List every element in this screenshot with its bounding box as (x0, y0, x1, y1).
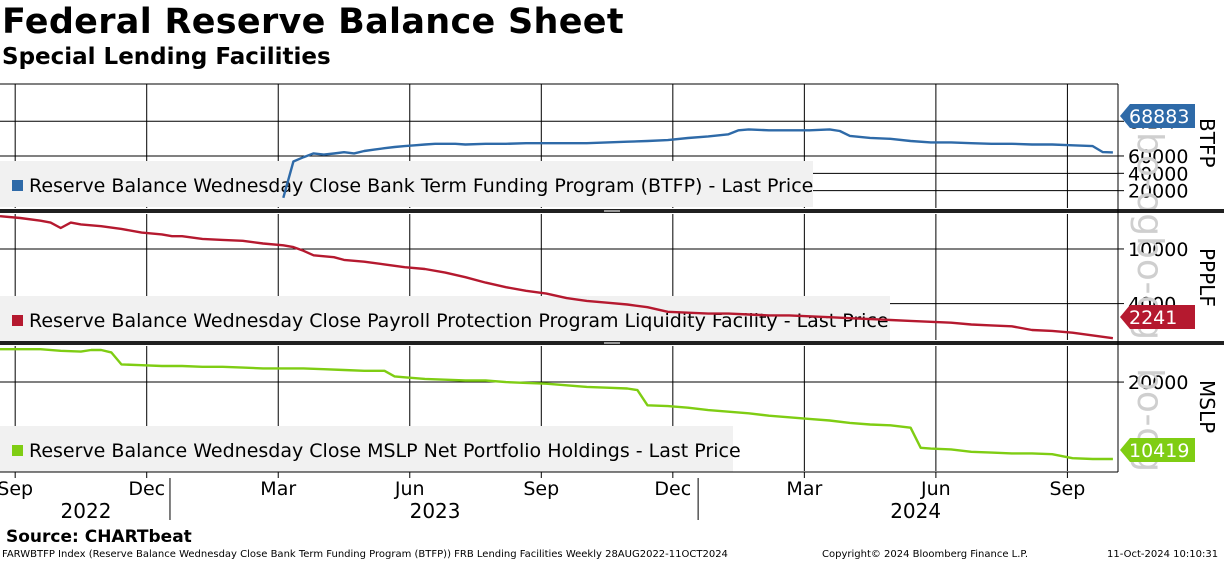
last-price-value: 68883 (1129, 106, 1189, 128)
legend-swatch (12, 180, 23, 191)
splitter-handle (604, 210, 620, 212)
ytick-label: 20000 (1128, 372, 1188, 394)
last-price-value: 2241 (1129, 307, 1177, 329)
year-label: 2023 (410, 499, 461, 520)
legend-swatch (12, 315, 23, 326)
ytick-label: 40000 (1128, 163, 1188, 185)
xtick-label: Dec (128, 478, 165, 500)
last-price-badge (1120, 438, 1195, 462)
source-label: Source: CHARTbeat (6, 527, 192, 547)
footer-timestamp: 11-Oct-2024 10:10:31 (1107, 549, 1219, 560)
series-line-ppplf (0, 215, 1114, 340)
panel-name-label: PPPLF (1195, 248, 1219, 307)
year-label: 2022 (61, 499, 112, 520)
panel-name-label: MSLP (1195, 380, 1219, 433)
page-subtitle: Special Lending Facilities (2, 44, 331, 70)
xtick-label: Sep (523, 478, 559, 500)
series-line-mslp (0, 348, 1113, 461)
last-price-badge (1120, 104, 1195, 128)
last-price-badge (1120, 305, 1195, 329)
legend-box (0, 426, 733, 472)
splitter-handle (604, 342, 620, 344)
last-price-value: 10419 (1129, 440, 1189, 462)
xtick-label: Sep (0, 478, 33, 500)
legend-box (0, 296, 890, 342)
legend-box (0, 161, 813, 207)
xtick-label: Mar (260, 478, 296, 500)
page-title: Federal Reserve Balance Sheet (2, 2, 624, 42)
year-label: 2024 (890, 499, 941, 520)
ytick-label: 20000 (1128, 181, 1188, 203)
legend-label: Reserve Balance Wednesday Close MSLP Net… (29, 440, 741, 462)
panel-name-label: BTFP (1195, 118, 1219, 168)
xtick-label: Dec (654, 478, 691, 500)
footer-copyright: Copyright© 2024 Bloomberg Finance L.P. (822, 549, 1029, 560)
legend-label: Reserve Balance Wednesday Close Payroll … (29, 310, 889, 332)
xtick-label: Sep (1050, 478, 1086, 500)
xtick-label: Jun (920, 478, 951, 500)
footer-description: FARWBTFP Index (Reserve Balance Wednesda… (2, 549, 728, 560)
legend-label: Reserve Balance Wednesday Close Bank Ter… (29, 175, 813, 197)
ytick-label: 60000 (1128, 146, 1188, 168)
ytick-label: 10000 (1128, 239, 1188, 261)
watermark-text: bo-og (1129, 132, 1170, 236)
xtick-label: Mar (786, 478, 822, 500)
legend-swatch (12, 445, 23, 456)
series-line-btfp (282, 128, 1113, 199)
xtick-label: Jun (394, 478, 425, 500)
